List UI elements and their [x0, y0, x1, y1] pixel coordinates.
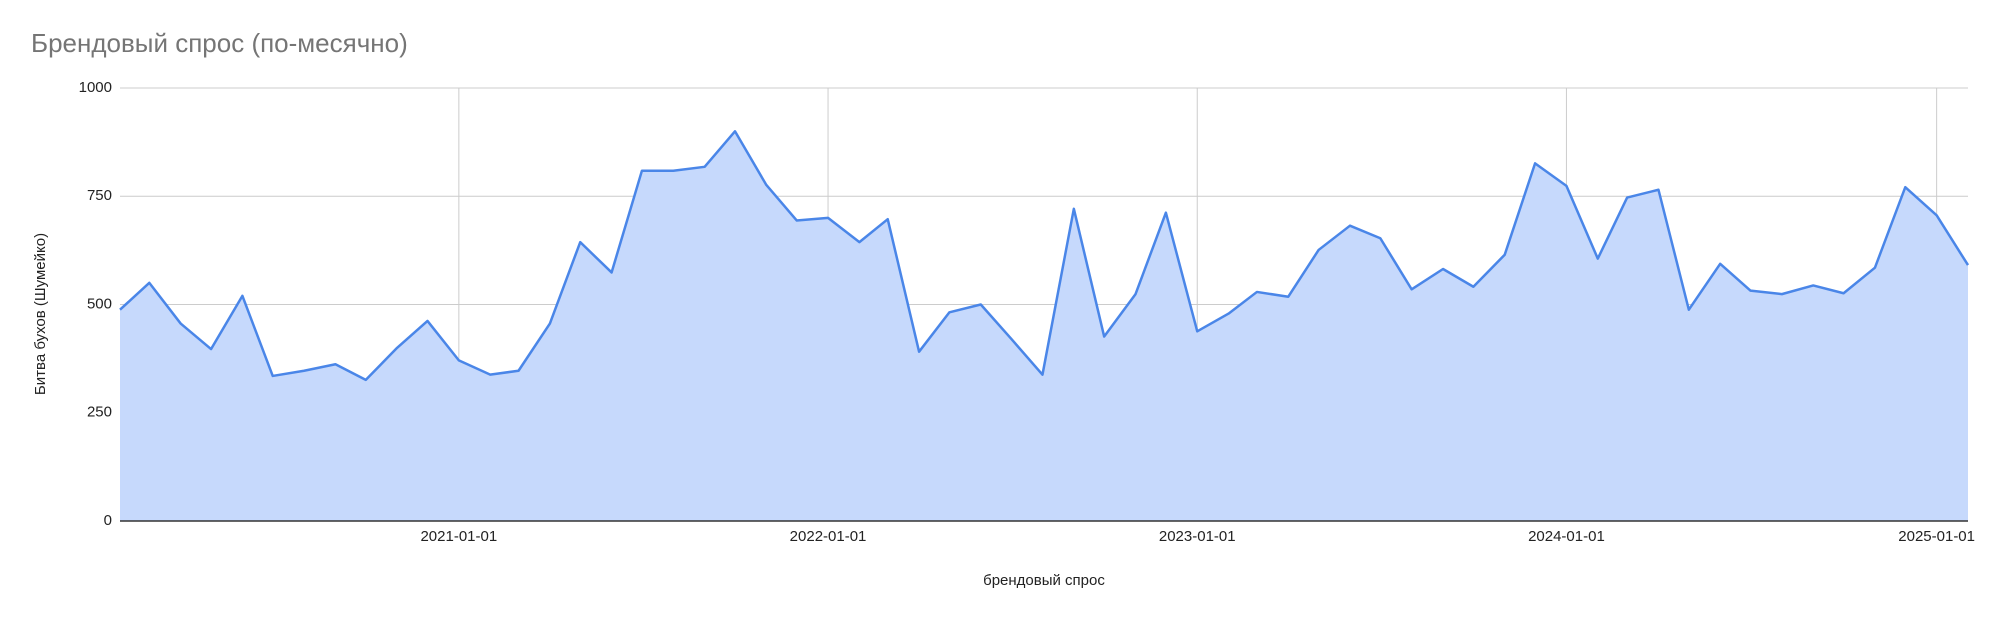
y-tick-label: 750: [87, 187, 112, 204]
x-tick-label: 2023-01-01: [1159, 528, 1236, 545]
y-tick-label: 250: [87, 404, 112, 421]
y-tick-label: 0: [104, 512, 112, 529]
y-tick-label: 1000: [79, 79, 112, 96]
x-tick-label: 2022-01-01: [790, 528, 867, 545]
x-tick-label: 2021-01-01: [420, 528, 497, 545]
x-tick-label: 2025-01-01: [1898, 528, 1975, 545]
x-tick-label: 2024-01-01: [1528, 528, 1605, 545]
y-tick-label: 500: [87, 295, 112, 312]
chart-title: Брендовый спрос (по-месячно): [31, 28, 408, 58]
x-axis-label: брендовый спрос: [983, 572, 1105, 589]
y-axis-label: Битва бухов (Шумейко): [32, 233, 49, 395]
line: [119, 130, 1970, 382]
area-fill: [120, 131, 1968, 522]
